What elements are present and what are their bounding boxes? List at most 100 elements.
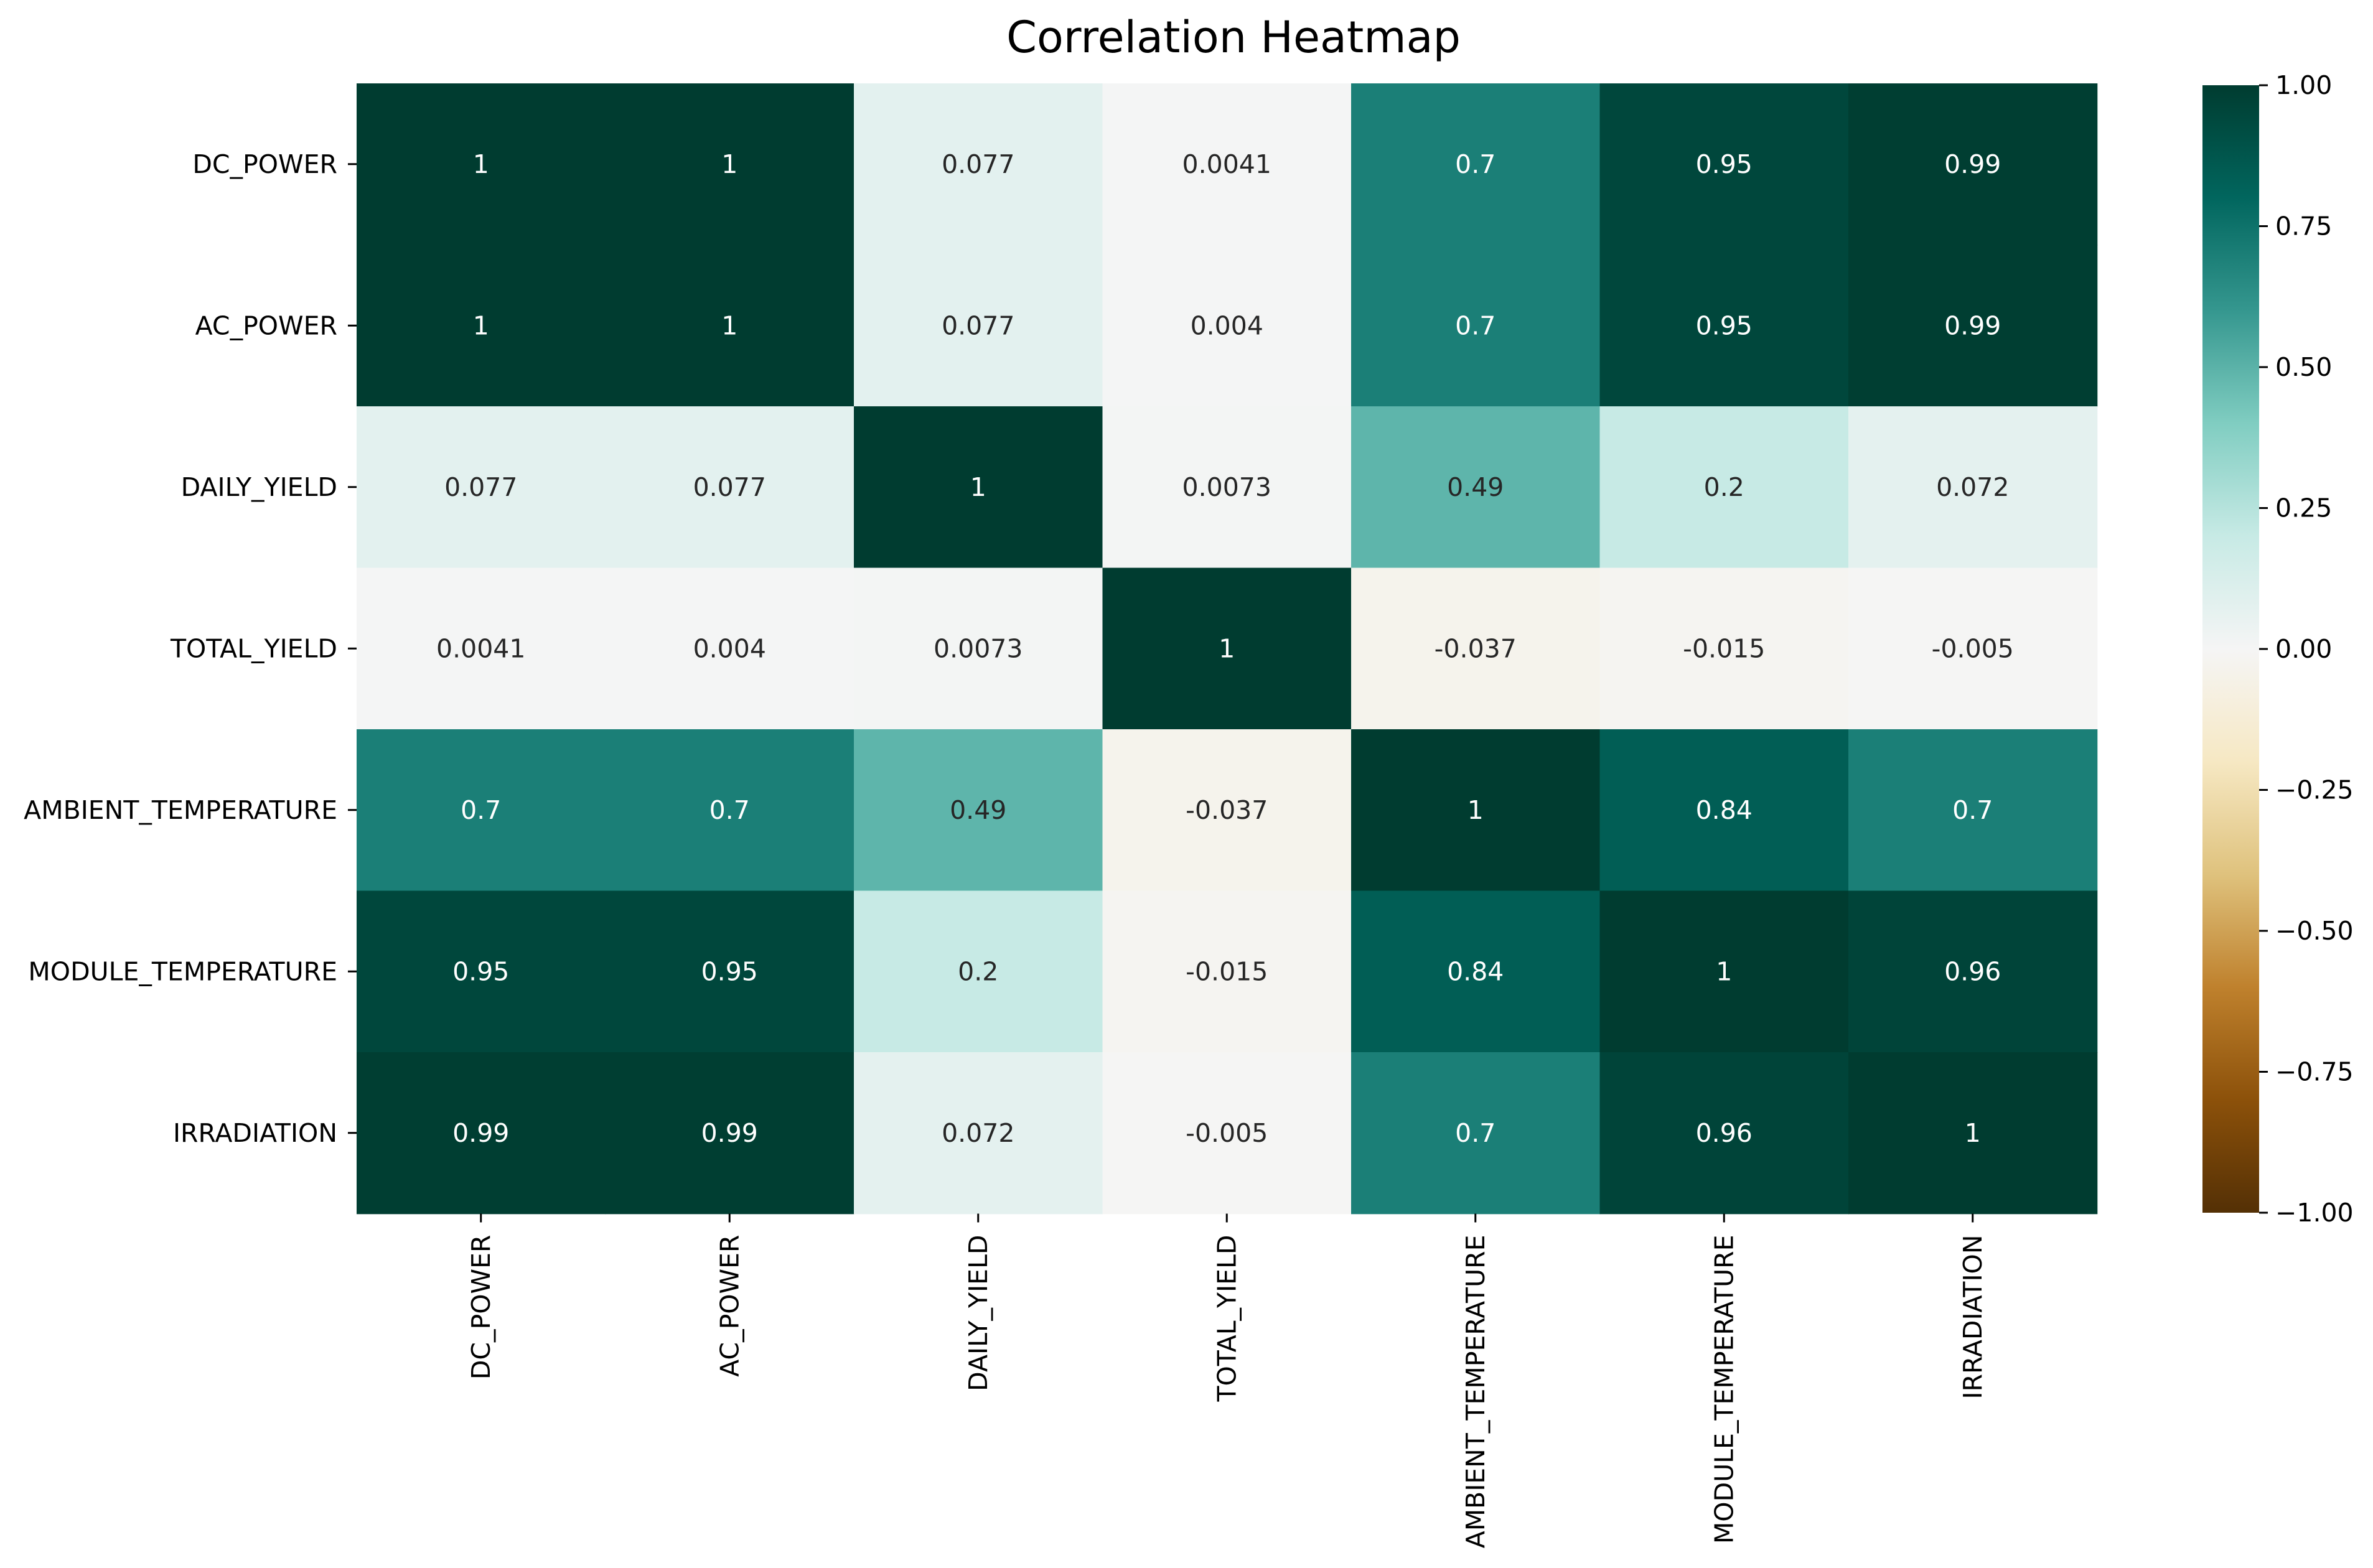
- heatmap-cell: [357, 406, 606, 569]
- cell-annotation: 0.077: [942, 149, 1014, 179]
- cell-annotation: -0.005: [1186, 1118, 1268, 1148]
- cell-annotation: 0.0041: [436, 633, 525, 663]
- cell-annotation: 0.84: [1696, 795, 1753, 825]
- x-tick-label: IRRADIATION: [1958, 1235, 1988, 1399]
- heatmap-cell: [357, 245, 606, 407]
- heatmap-cell: [605, 890, 854, 1053]
- cell-annotation: 0.99: [701, 1118, 758, 1148]
- cell-annotation: 0.95: [701, 956, 758, 986]
- heatmap-cell: [1848, 245, 2098, 407]
- heatmap-cell: [1848, 1052, 2098, 1215]
- colorbar-tick-label: 0.50: [2275, 352, 2332, 382]
- heatmap-cell: [1599, 729, 1849, 892]
- heatmap-cell: [1102, 729, 1352, 892]
- heatmap-cell: [357, 890, 606, 1053]
- heatmap-cell: [1351, 729, 1601, 892]
- heatmap-cell: [1351, 245, 1601, 407]
- heatmap-cell: [1848, 83, 2098, 246]
- colorbar-gradient: [2202, 85, 2259, 1213]
- heatmap-cell: [1599, 1052, 1849, 1215]
- x-tick-label: DC_POWER: [466, 1235, 496, 1380]
- heatmap-cell: [1599, 406, 1849, 569]
- colorbar-tick-label: −0.75: [2275, 1057, 2354, 1087]
- cell-annotation: 1: [970, 472, 986, 502]
- heatmap-cell: [1102, 406, 1352, 569]
- heatmap-cell: [1102, 83, 1352, 246]
- cell-annotation: 0.077: [942, 310, 1014, 340]
- heatmap-cells: [357, 83, 2098, 1215]
- x-tick-label: AC_POWER: [714, 1235, 744, 1377]
- x-tick-label: DAILY_YIELD: [963, 1235, 993, 1391]
- cell-annotation: 0.077: [444, 472, 517, 502]
- heatmap-cell: [1102, 890, 1352, 1053]
- cell-annotation: -0.005: [1932, 633, 2014, 663]
- heatmap-cell: [1599, 83, 1849, 246]
- colorbar-tick-label: 0.25: [2275, 493, 2332, 523]
- cell-annotation: 1: [1467, 795, 1484, 825]
- cell-annotation: 0.2: [958, 956, 998, 986]
- cell-annotation: 1: [721, 310, 737, 340]
- heatmap-cell: [1848, 406, 2098, 569]
- heatmap-cell: [1351, 1052, 1601, 1215]
- cell-annotation: 0.99: [1944, 149, 2001, 179]
- heatmap-cell: [605, 729, 854, 892]
- heatmap-cell: [854, 83, 1103, 246]
- colorbar-tick-label: −1.00: [2275, 1198, 2354, 1228]
- cell-annotation: 0.0041: [1182, 149, 1271, 179]
- heatmap-cell: [854, 729, 1103, 892]
- cell-annotation: 0.7: [461, 795, 501, 825]
- heatmap-cell: [1351, 890, 1601, 1053]
- heatmap-cell: [854, 890, 1103, 1053]
- cell-annotation: 1: [1716, 956, 1732, 986]
- cell-annotation: 1: [1219, 633, 1235, 663]
- heatmap-cell: [357, 729, 606, 892]
- x-tick-label: MODULE_TEMPERATURE: [1709, 1235, 1739, 1544]
- heatmap-cell: [605, 83, 854, 246]
- heatmap-cell: [357, 1052, 606, 1215]
- heatmap-cell: [854, 406, 1103, 569]
- heatmap-cell: [1848, 567, 2098, 730]
- cell-annotation: 0.96: [1944, 956, 2001, 986]
- cell-annotation: 0.49: [950, 795, 1006, 825]
- y-tick-label: TOTAL_YIELD: [170, 633, 337, 663]
- colorbar-tick-label: −0.25: [2275, 775, 2354, 805]
- cell-annotation: 1: [473, 149, 489, 179]
- x-tick-label: AMBIENT_TEMPERATURE: [1461, 1235, 1491, 1549]
- y-tick-label: AC_POWER: [195, 310, 337, 340]
- heatmap-cell: [1599, 567, 1849, 730]
- x-tick-label: TOTAL_YIELD: [1212, 1235, 1242, 1402]
- cell-annotation: 0.072: [942, 1118, 1014, 1148]
- cell-annotation: -0.037: [1186, 795, 1268, 825]
- x-axis: DC_POWER AC_POWER DAILY_YIELD TOTAL_YIELD AM…: [466, 1213, 1988, 1549]
- cell-annotation: 0.7: [1455, 149, 1495, 179]
- cell-annotation: 0.99: [1944, 310, 2001, 340]
- cell-annotation: 0.072: [1936, 472, 2009, 502]
- cell-annotation: -0.015: [1186, 956, 1268, 986]
- cell-annotation: 0.96: [1696, 1118, 1753, 1148]
- cell-annotation: -0.015: [1683, 633, 1765, 663]
- heatmap-cell: [1848, 729, 2098, 892]
- cell-annotation: 0.004: [1191, 310, 1263, 340]
- y-tick-label: DAILY_YIELD: [181, 472, 337, 502]
- cell-annotation: 0.077: [693, 472, 766, 502]
- heatmap-cell: [605, 406, 854, 569]
- y-tick-label: IRRADIATION: [173, 1118, 337, 1148]
- colorbar: 1.00 0.75 0.50 0.25 0.00 −0.25 −0.50 −0.75 −1.00: [2202, 70, 2354, 1228]
- cell-annotation: 0.7: [1952, 795, 1993, 825]
- colorbar-tick-label: 0.00: [2275, 634, 2332, 664]
- heatmap-annotations: 1 1 0.077 0.0041 0.7 0.95 0.991 1 0.077 0.004 0.7 0…: [436, 149, 2014, 1148]
- cell-annotation: 0.004: [693, 633, 766, 663]
- cell-annotation: 0.84: [1447, 956, 1504, 986]
- heatmap-cell: [605, 1052, 854, 1215]
- colorbar-tick-label: 0.75: [2275, 212, 2332, 241]
- cell-annotation: 0.99: [452, 1118, 509, 1148]
- cell-annotation: 0.7: [1455, 310, 1495, 340]
- heatmap-cell: [1102, 245, 1352, 407]
- heatmap-cell: [1599, 245, 1849, 407]
- cell-annotation: 0.0073: [934, 633, 1023, 663]
- colorbar-tick-label: 1.00: [2275, 70, 2332, 100]
- cell-annotation: 1: [1965, 1118, 1981, 1148]
- cell-annotation: 1: [473, 310, 489, 340]
- heatmap-cell: [1599, 890, 1849, 1053]
- heatmap-cell: [1848, 890, 2098, 1053]
